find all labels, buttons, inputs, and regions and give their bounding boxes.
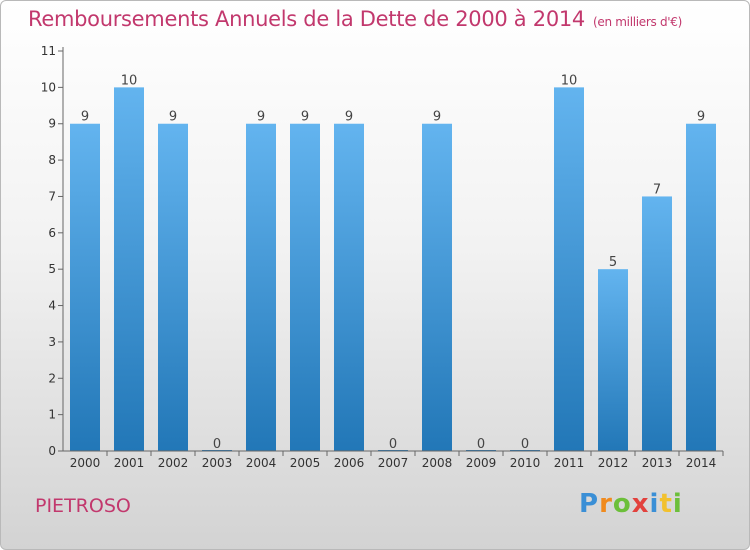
bar: [598, 269, 628, 451]
bar: [114, 87, 144, 451]
y-tick-label: 2: [48, 371, 56, 385]
x-tick-label: 2000: [70, 456, 101, 470]
y-tick-label: 7: [48, 189, 56, 203]
y-tick-label: 1: [48, 408, 56, 422]
bar-value-label: 5: [609, 255, 617, 270]
bar-value-label: 0: [521, 437, 529, 452]
bar: [70, 123, 100, 452]
x-tick-label: 2012: [598, 456, 629, 470]
bar-value-label: 10: [121, 73, 138, 88]
bar-value-label: 10: [561, 73, 578, 88]
bar: [246, 123, 276, 452]
chart-title: Remboursements Annuels de la Dette de 20…: [28, 7, 682, 31]
bar-value-label: 9: [257, 110, 265, 125]
bar: [554, 87, 584, 451]
logo-letter: t: [659, 489, 673, 519]
x-tick-label: 2008: [422, 456, 453, 470]
logo-letter: i: [649, 489, 660, 519]
x-tick-label: 2004: [246, 456, 277, 470]
logo-letter: P: [579, 489, 600, 519]
x-tick-label: 2010: [510, 456, 541, 470]
bar-value-label: 9: [433, 110, 441, 125]
logo-letter: i: [672, 489, 683, 519]
bar-value-label: 7: [653, 182, 661, 197]
x-tick-label: 2003: [202, 456, 233, 470]
y-tick-label: 10: [41, 80, 56, 94]
y-tick-label: 5: [48, 262, 56, 276]
x-tick-label: 2001: [114, 456, 145, 470]
bar-value-label: 9: [169, 110, 177, 125]
x-tick-label: 2009: [466, 456, 497, 470]
x-axis: 2000 2001 2002 2003 2004 2005 2006 2007 2008 2009…: [63, 450, 724, 470]
x-tick-label: 2005: [290, 456, 321, 470]
bar-value-label: 9: [697, 110, 705, 125]
chart-unit: (en milliers d'€): [593, 15, 683, 29]
proxiti-logo: Proxiti: [579, 489, 683, 519]
bar: [422, 123, 452, 452]
bars: 9 10 9 0 9 9 9 0 9 0 0 10 5 7 9: [70, 73, 716, 452]
y-tick-label: 4: [48, 299, 56, 313]
y-tick-label: 8: [48, 153, 56, 167]
bar: [158, 123, 188, 452]
bar: [334, 123, 364, 452]
logo-letter: r: [599, 489, 613, 519]
commune-name: PIETROSO: [35, 495, 131, 517]
x-tick-label: 2006: [334, 456, 365, 470]
x-tick-label: 2014: [686, 456, 717, 470]
bar-value-label: 9: [345, 110, 353, 125]
x-tick-label: 2011: [554, 456, 585, 470]
y-axis: 0 1 2 3 4 5 6 7 8 9 10 11: [41, 44, 64, 458]
logo-letter: x: [631, 489, 650, 519]
bar-value-label: 0: [477, 437, 485, 452]
x-tick-label: 2007: [378, 456, 409, 470]
bar-value-label: 0: [213, 437, 221, 452]
chart-title-text: Remboursements Annuels de la Dette de 20…: [28, 7, 585, 31]
y-tick-label: 11: [41, 44, 56, 58]
bar: [686, 123, 716, 452]
logo-letter: o: [612, 489, 632, 519]
bar: [642, 196, 672, 451]
bar-value-label: 9: [81, 110, 89, 125]
y-tick-label: 9: [48, 117, 56, 131]
y-tick-label: 6: [48, 226, 56, 240]
y-tick-label: 0: [48, 444, 56, 458]
x-tick-label: 2002: [158, 456, 189, 470]
bar-value-label: 0: [389, 437, 397, 452]
y-tick-label: 3: [48, 335, 56, 349]
bar: [290, 123, 320, 452]
bar-value-label: 9: [301, 110, 309, 125]
x-tick-label: 2013: [642, 456, 673, 470]
